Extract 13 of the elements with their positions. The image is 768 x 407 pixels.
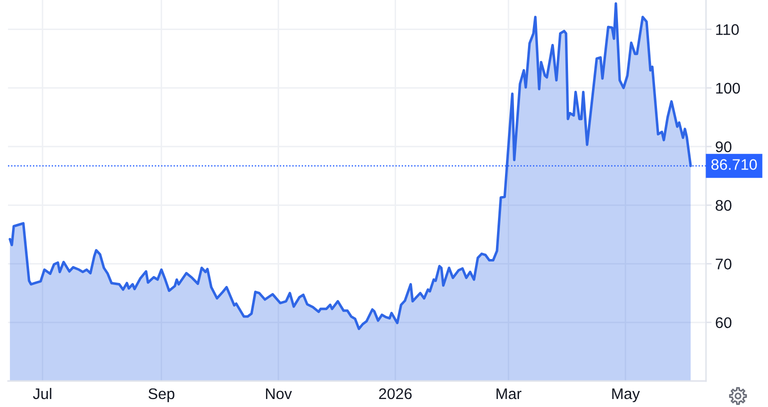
ref-line-label: 86.710: [711, 159, 757, 170]
x-tick-label: 2026: [379, 388, 412, 400]
y-tick-label: 70: [716, 258, 732, 270]
y-tick-label: 60: [716, 317, 732, 328]
x-tick-label: Nov: [266, 388, 292, 400]
x-tick-label: Sep: [148, 388, 174, 402]
y-tick-label: 90: [716, 141, 732, 152]
x-tick-label: Jul: [32, 388, 52, 400]
x-tick-label: Mar: [496, 388, 522, 400]
y-tick-label: 100: [716, 82, 740, 94]
y-tick-label: 110: [716, 24, 739, 35]
y-tick-label: 80: [716, 200, 732, 211]
x-tick-label: May: [612, 388, 640, 402]
